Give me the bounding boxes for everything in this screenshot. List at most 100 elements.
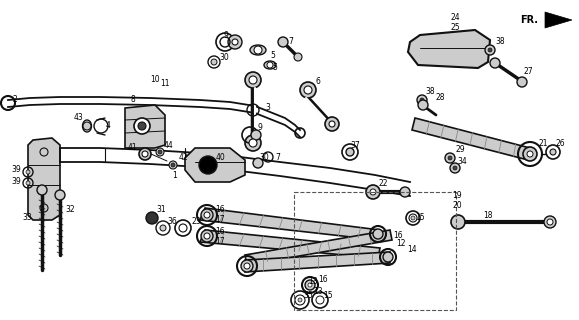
Circle shape [485, 45, 495, 55]
Circle shape [134, 118, 150, 134]
Text: 16: 16 [393, 231, 403, 241]
Text: 13: 13 [308, 277, 318, 286]
Circle shape [199, 156, 217, 174]
Polygon shape [408, 30, 490, 68]
Text: 8: 8 [131, 95, 135, 105]
Text: 15: 15 [415, 213, 425, 222]
Text: 40: 40 [215, 154, 225, 163]
Circle shape [300, 82, 316, 98]
Text: 16: 16 [215, 205, 225, 214]
Circle shape [139, 148, 151, 160]
Text: 24: 24 [450, 13, 460, 22]
Circle shape [550, 149, 556, 155]
Circle shape [232, 39, 238, 45]
Text: 5: 5 [273, 63, 277, 73]
Circle shape [241, 260, 253, 272]
Text: 10: 10 [150, 76, 160, 84]
Text: 31: 31 [156, 205, 166, 214]
Polygon shape [200, 208, 380, 240]
Circle shape [527, 151, 533, 157]
Text: 14: 14 [407, 245, 417, 254]
Circle shape [142, 151, 148, 157]
Text: 33: 33 [22, 213, 32, 222]
Circle shape [138, 122, 146, 130]
Text: 34: 34 [457, 157, 467, 166]
Circle shape [488, 48, 492, 52]
Text: 5: 5 [270, 51, 276, 60]
Circle shape [517, 77, 527, 87]
Circle shape [245, 72, 261, 88]
Circle shape [83, 122, 91, 130]
Ellipse shape [82, 120, 91, 132]
Circle shape [251, 130, 261, 140]
Polygon shape [245, 252, 390, 272]
Text: 44: 44 [163, 140, 173, 149]
Text: 12: 12 [396, 238, 406, 247]
Circle shape [254, 46, 262, 54]
Polygon shape [412, 118, 530, 160]
Circle shape [40, 204, 48, 212]
Polygon shape [125, 105, 165, 148]
Circle shape [453, 166, 457, 170]
Circle shape [366, 185, 380, 199]
Bar [294, 192, 456, 310]
Circle shape [383, 252, 393, 262]
Circle shape [146, 212, 158, 224]
Text: 37: 37 [350, 140, 360, 149]
Text: 38: 38 [495, 37, 505, 46]
Circle shape [267, 62, 273, 68]
Circle shape [278, 37, 288, 47]
Circle shape [523, 147, 537, 161]
Text: 16: 16 [215, 228, 225, 236]
Circle shape [244, 263, 250, 269]
Circle shape [37, 185, 47, 195]
Ellipse shape [264, 61, 276, 69]
Text: 9: 9 [258, 124, 262, 132]
Polygon shape [185, 148, 245, 182]
Circle shape [204, 212, 210, 218]
Circle shape [490, 58, 500, 68]
Text: 39: 39 [11, 165, 21, 174]
Polygon shape [28, 138, 60, 220]
Circle shape [211, 59, 217, 65]
Text: 32: 32 [65, 205, 75, 214]
Text: 27: 27 [523, 68, 533, 76]
Circle shape [249, 76, 257, 84]
Text: 20: 20 [452, 201, 462, 210]
Circle shape [298, 298, 302, 302]
Text: 17: 17 [215, 237, 225, 246]
Circle shape [26, 181, 30, 185]
Circle shape [544, 216, 556, 228]
Text: 42: 42 [178, 154, 188, 163]
Text: 36: 36 [167, 218, 177, 227]
Text: 1: 1 [173, 171, 177, 180]
Circle shape [418, 100, 428, 110]
Circle shape [171, 163, 175, 167]
Circle shape [370, 189, 376, 195]
Circle shape [451, 215, 465, 229]
Circle shape [305, 280, 315, 290]
Circle shape [411, 216, 415, 220]
Circle shape [249, 139, 257, 147]
Circle shape [547, 219, 553, 225]
Circle shape [400, 187, 410, 197]
Circle shape [158, 150, 162, 154]
Circle shape [169, 161, 177, 169]
Text: 23: 23 [191, 218, 201, 227]
Circle shape [325, 117, 339, 131]
Ellipse shape [250, 45, 266, 55]
Text: 39: 39 [11, 178, 21, 187]
Text: 30: 30 [259, 153, 269, 162]
Circle shape [40, 148, 48, 156]
Text: 17: 17 [215, 215, 225, 225]
Circle shape [228, 35, 242, 49]
Text: 16: 16 [318, 276, 328, 284]
Text: 9: 9 [223, 30, 229, 39]
Circle shape [245, 135, 261, 151]
Text: 13: 13 [313, 287, 323, 297]
Circle shape [329, 121, 335, 127]
Text: 7: 7 [276, 153, 280, 162]
Text: 6: 6 [316, 77, 320, 86]
Text: 35: 35 [303, 291, 313, 300]
Text: 38: 38 [425, 87, 435, 97]
